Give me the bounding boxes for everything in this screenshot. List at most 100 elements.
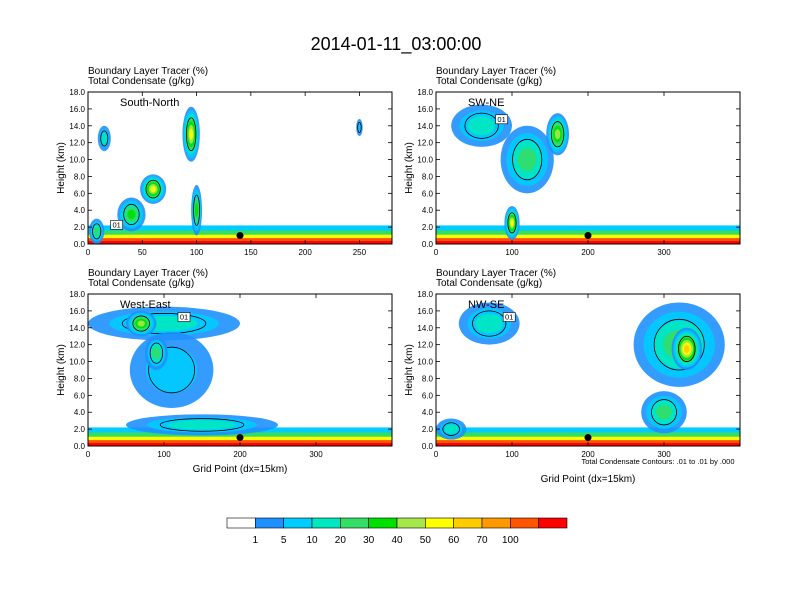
condensate-contour bbox=[149, 342, 164, 364]
plot-frame bbox=[87, 91, 393, 245]
colorbar-swatch bbox=[481, 517, 511, 529]
tracer-field: 01 bbox=[88, 306, 392, 446]
panel-title-line1: Boundary Layer Tracer (%) bbox=[88, 268, 208, 279]
colorbar-label: 1 bbox=[253, 535, 259, 546]
x-tick-label: 300 bbox=[657, 450, 671, 459]
colorbar-swatch bbox=[396, 517, 426, 529]
colorbar-swatch bbox=[538, 517, 568, 529]
y-tick-label: 8.0 bbox=[74, 374, 86, 383]
y-axis-label: Height (km) bbox=[404, 142, 415, 194]
y-tick-label: 16.0 bbox=[69, 307, 85, 316]
y-tick-label: 6.0 bbox=[74, 391, 86, 400]
x-axis-label: Grid Point (dx=15km) bbox=[193, 464, 288, 475]
colorbar-label: 10 bbox=[306, 535, 318, 546]
contour-note: Total Condensate Contours: .01 to .01 by… bbox=[581, 457, 734, 466]
colorbar-swatch bbox=[340, 517, 369, 529]
x-tick-label: 100 bbox=[190, 248, 204, 257]
tracer-band-level-11 bbox=[88, 241, 392, 244]
plume-0-level-3 bbox=[475, 314, 503, 333]
plume-3-level-7 bbox=[189, 128, 193, 141]
y-tick-label: 10.0 bbox=[417, 156, 433, 165]
condensate-contour bbox=[512, 138, 543, 181]
colorbar-label: 50 bbox=[420, 535, 432, 546]
plume-6-level-2 bbox=[357, 122, 362, 133]
plume-0-level-4 bbox=[94, 226, 100, 236]
plume-1-level-5 bbox=[127, 209, 136, 220]
section-label: South-North bbox=[120, 97, 179, 109]
x-tick-label: 0 bbox=[86, 248, 91, 257]
panel-title-line2: Total Condensate (g/kg) bbox=[436, 278, 542, 289]
panel-west-east: Boundary Layer Tracer (%)Total Condensat… bbox=[56, 268, 393, 475]
colorbar-label: 40 bbox=[391, 535, 403, 546]
surface-marker bbox=[236, 434, 244, 442]
panel-title-line1: Boundary Layer Tracer (%) bbox=[436, 268, 556, 279]
condensate-contour bbox=[472, 310, 507, 337]
x-tick-label: 100 bbox=[505, 248, 519, 257]
y-tick-label: 12.0 bbox=[69, 139, 85, 148]
x-tick-label: 200 bbox=[581, 248, 595, 257]
condensate-contour bbox=[132, 315, 150, 332]
plume-3-level-4 bbox=[152, 347, 161, 359]
y-tick-label: 0.0 bbox=[74, 442, 86, 451]
condensate-contour bbox=[159, 418, 245, 432]
condensate-contour bbox=[442, 422, 460, 436]
y-tick-label: 4.0 bbox=[422, 408, 434, 417]
condensate-contour bbox=[92, 223, 102, 240]
plume-2-level-8 bbox=[683, 344, 690, 353]
condensate-contour bbox=[651, 399, 677, 426]
condensate-contour bbox=[145, 179, 161, 199]
contour-label-box bbox=[177, 312, 191, 322]
y-tick-label: 4.0 bbox=[74, 408, 86, 417]
colorbar-swatch bbox=[368, 517, 398, 529]
y-tick-label: 18.0 bbox=[417, 290, 433, 299]
colorbar-swatch bbox=[283, 517, 313, 529]
x-tick-label: 200 bbox=[298, 248, 312, 257]
plume-2-level-6 bbox=[554, 129, 561, 140]
tracer-field: 01 bbox=[88, 106, 392, 244]
condensate-contour bbox=[193, 194, 200, 226]
colorbar-swatch bbox=[311, 517, 341, 529]
colorbar-swatch bbox=[510, 517, 539, 529]
plume-2-level-7 bbox=[150, 186, 156, 193]
colorbar-label: 70 bbox=[476, 535, 488, 546]
plume-3-level-4 bbox=[656, 404, 672, 420]
plume-4-level-3 bbox=[168, 420, 236, 430]
panels: Boundary Layer Tracer (%)Total Condensat… bbox=[56, 66, 741, 485]
panel-title-line1: Boundary Layer Tracer (%) bbox=[88, 66, 208, 77]
x-tick-label: 200 bbox=[233, 450, 247, 459]
y-tick-label: 8.0 bbox=[74, 172, 86, 181]
contour-label: 01 bbox=[113, 220, 121, 229]
y-tick-label: 6.0 bbox=[422, 391, 434, 400]
condensate-contour bbox=[678, 335, 696, 362]
plume-0-level-3 bbox=[468, 116, 496, 136]
panel-sw-ne: Boundary Layer Tracer (%)Total Condensat… bbox=[404, 66, 741, 257]
y-tick-label: 18.0 bbox=[69, 290, 85, 299]
y-tick-label: 10.0 bbox=[417, 358, 433, 367]
colorbar-label: 5 bbox=[281, 535, 287, 546]
plume-3-level-7 bbox=[510, 219, 514, 227]
plume-4-level-5 bbox=[195, 202, 199, 218]
y-tick-label: 14.0 bbox=[69, 122, 85, 131]
colorbar-label: 20 bbox=[335, 535, 347, 546]
y-axis-label: Height (km) bbox=[404, 344, 415, 396]
contour-label: 01 bbox=[497, 115, 505, 124]
y-tick-label: 4.0 bbox=[74, 206, 86, 215]
plume-4-level-3 bbox=[444, 424, 458, 434]
colorbar-swatch bbox=[453, 517, 483, 529]
colorbar-label: 30 bbox=[363, 535, 375, 546]
colorbar: 1 5 10 20 30 40 50 60 70 100 bbox=[226, 517, 568, 546]
x-tick-label: 100 bbox=[505, 450, 519, 459]
y-axis-label: Height (km) bbox=[56, 142, 67, 194]
section-label: NW-SE bbox=[468, 299, 504, 311]
condensate-contour bbox=[550, 121, 565, 148]
y-tick-label: 2.0 bbox=[422, 223, 434, 232]
y-tick-label: 0.0 bbox=[74, 240, 86, 249]
y-tick-label: 12.0 bbox=[417, 139, 433, 148]
condensate-contour bbox=[464, 112, 499, 139]
y-tick-label: 4.0 bbox=[422, 206, 434, 215]
x-tick-label: 200 bbox=[581, 450, 595, 459]
y-tick-label: 16.0 bbox=[417, 105, 433, 114]
colorbar-swatch bbox=[226, 517, 256, 529]
y-axis-label: Height (km) bbox=[56, 344, 67, 396]
